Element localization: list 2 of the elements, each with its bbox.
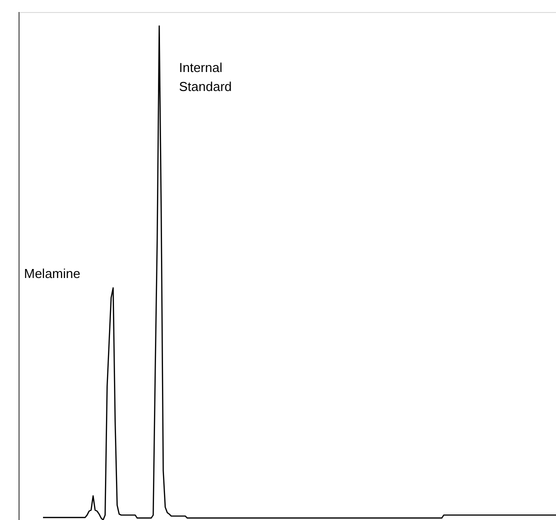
annotation: Internal Standard bbox=[179, 60, 232, 94]
annotation: Melamine bbox=[24, 266, 80, 281]
